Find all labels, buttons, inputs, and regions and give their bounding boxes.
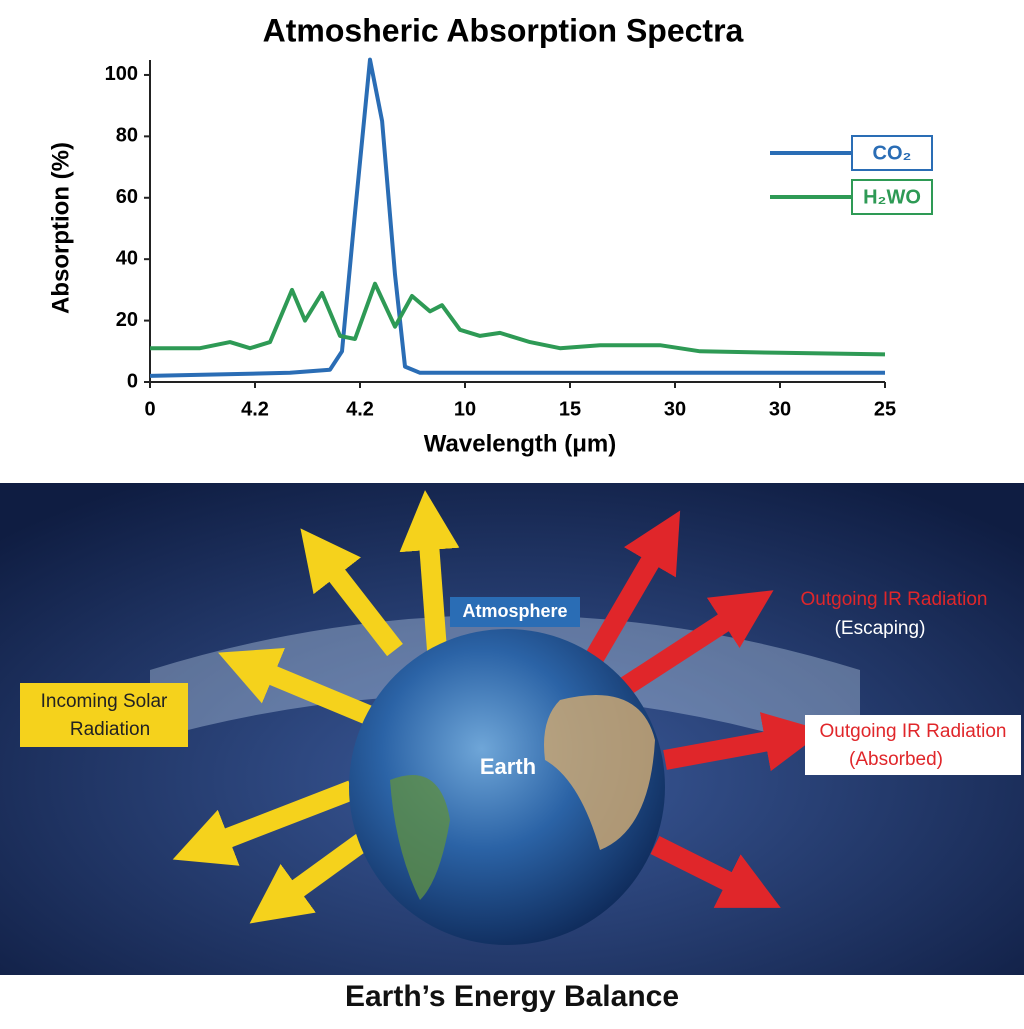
y-axis-label: Absorption (%) — [47, 142, 74, 314]
x-tick-label: 30 — [769, 398, 791, 420]
diagram: Atmosphere Incoming Solar Radiation Outg… — [0, 483, 1024, 1013]
incoming-label: Radiation — [70, 719, 150, 740]
absorbed-label: Outgoing IR Radiation — [820, 721, 1007, 742]
x-tick-label: 4.2 — [241, 398, 269, 420]
x-tick-label: 4.2 — [346, 398, 374, 420]
legend-label: H₂WO — [863, 186, 921, 208]
escaping-label: Outgoing IR Radiation — [801, 589, 988, 610]
y-tick-label: 60 — [116, 186, 138, 208]
absorbed-label: (Absorbed) — [849, 749, 943, 770]
x-axis-label: Wavelength (μm) — [424, 430, 616, 457]
x-tick-label: 0 — [144, 398, 155, 420]
y-tick-label: 80 — [116, 125, 138, 147]
x-tick-label: 10 — [454, 398, 476, 420]
x-tick-label: 25 — [874, 398, 896, 420]
incoming-label-box — [20, 683, 188, 747]
escaping-label: (Escaping) — [835, 618, 926, 639]
absorbed-label-box — [805, 715, 1021, 775]
y-tick-label: 20 — [116, 309, 138, 331]
earth-label: Earth — [480, 754, 536, 779]
atmosphere-label: Atmosphere — [462, 601, 567, 621]
x-tick-label: 15 — [559, 398, 581, 420]
atmosphere-label-box — [450, 597, 580, 627]
incoming-label: Incoming Solar — [41, 691, 168, 712]
continent — [544, 695, 655, 850]
diagram-title: Earth’s Energy Balance — [345, 980, 679, 1013]
data-line — [149, 57, 885, 378]
data-line — [150, 281, 886, 357]
legend-box — [851, 135, 933, 171]
chart-title: Atmosheric Absorption Spectra — [263, 12, 744, 48]
y-tick-label: 40 — [116, 247, 138, 269]
legend-label: CO₂ — [873, 142, 912, 164]
y-tick-label: 0 — [127, 370, 138, 392]
x-tick-label: 30 — [664, 398, 686, 420]
legend-box — [851, 179, 933, 215]
ir-arrows — [581, 510, 825, 908]
continent — [390, 775, 450, 900]
y-tick-label: 100 — [105, 63, 138, 85]
solar-arrows — [172, 490, 460, 924]
